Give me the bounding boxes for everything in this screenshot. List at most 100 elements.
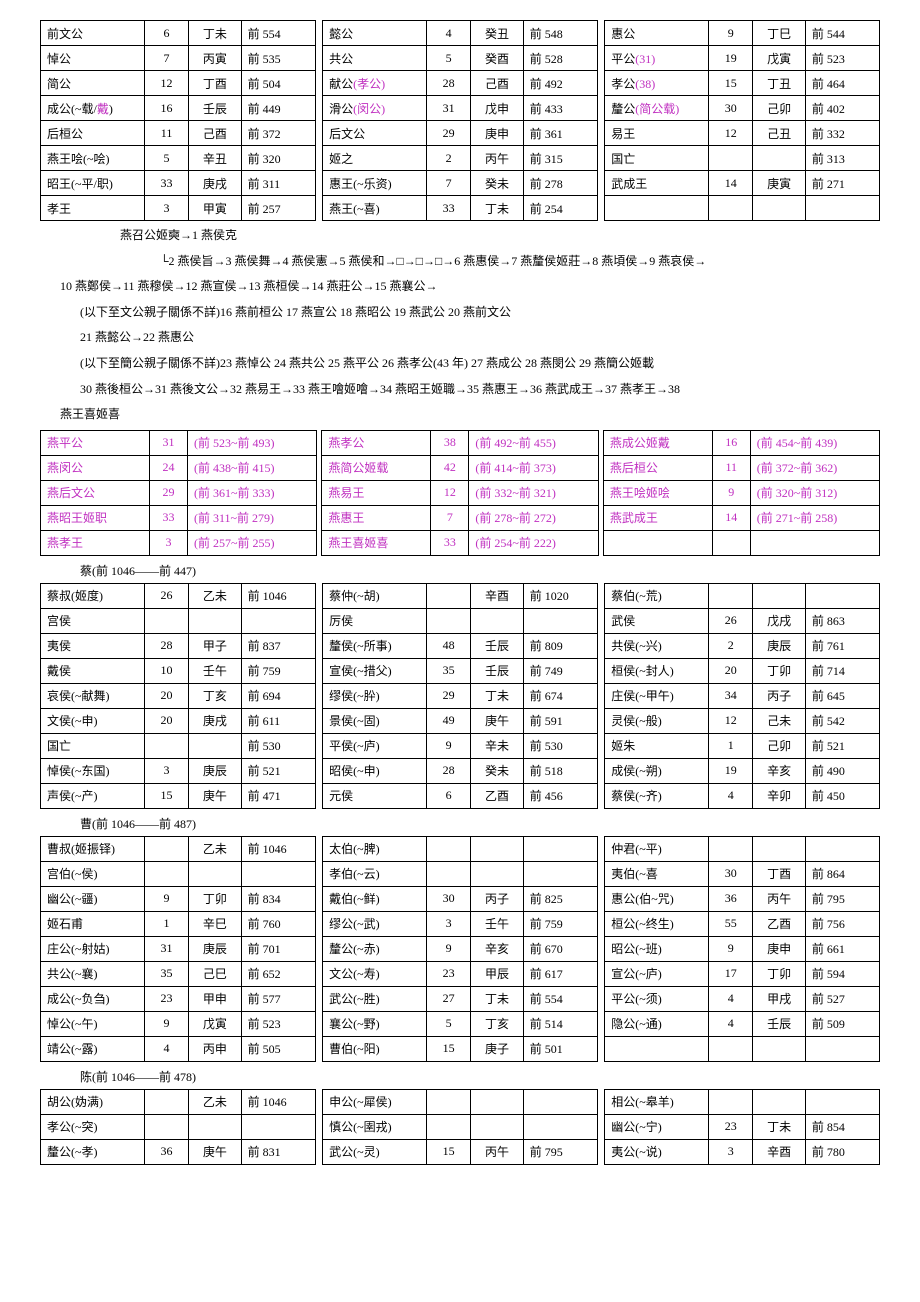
cell: 4 <box>427 21 471 46</box>
cell: 前 795 <box>523 1139 597 1164</box>
cell: 前 1046 <box>241 583 315 608</box>
lineage-p2: └2 燕侯旨→3 燕侯舞→4 燕侯憲→5 燕侯和→□→□→□→6 燕惠侯→7 燕… <box>160 251 880 273</box>
cell: 4 <box>145 1036 189 1061</box>
cell: 前 645 <box>805 683 879 708</box>
cell: 丁巳 <box>753 21 806 46</box>
cell: 23 <box>427 961 471 986</box>
cell: 前 501 <box>523 1036 597 1061</box>
cell: 孝伯(~云) <box>323 861 427 886</box>
cell: 己酉 <box>189 121 242 146</box>
cell <box>709 196 753 221</box>
cell: 景侯(~固) <box>323 708 427 733</box>
cell: 29 <box>427 683 471 708</box>
cell: 前 825 <box>523 886 597 911</box>
cell: 成公(~载/戴) <box>41 96 145 121</box>
cell: 太伯(~脾) <box>323 836 427 861</box>
cell: 壬午 <box>471 911 524 936</box>
cell: 燕昭王姬职 <box>41 505 150 530</box>
cell: 10 <box>145 658 189 683</box>
cell: 庚午 <box>471 708 524 733</box>
cell <box>471 861 524 886</box>
cell: 曹伯(~阳) <box>323 1036 427 1061</box>
cell: 惠公(伯~咒) <box>605 886 709 911</box>
lineage-p4: (以下至文公親子關係不詳)16 燕前桓公 17 燕宣公 18 燕昭公 19 燕武… <box>80 302 880 324</box>
cell: 姬石甫 <box>41 911 145 936</box>
cell: 前 492 <box>523 71 597 96</box>
cell: 12 <box>145 71 189 96</box>
cell: 辛酉 <box>753 1139 806 1164</box>
cell: 悼公(~午) <box>41 1011 145 1036</box>
cell: 9 <box>427 733 471 758</box>
cell <box>753 836 806 861</box>
cell: 5 <box>145 146 189 171</box>
cell: 20 <box>145 683 189 708</box>
cell: 惠王(~乐资) <box>323 171 427 196</box>
cell: 7 <box>145 46 189 71</box>
cell: 辛卯 <box>753 783 806 808</box>
cell: 惠公 <box>605 21 709 46</box>
cell: (前 492~前 455) <box>469 430 598 455</box>
cell <box>145 1089 189 1114</box>
cell: 庚戌 <box>189 171 242 196</box>
cell: 3 <box>427 911 471 936</box>
cell <box>427 1114 471 1139</box>
cell <box>145 608 189 633</box>
cell: 燕王哙姬哙 <box>603 480 712 505</box>
cell: 共公 <box>323 46 427 71</box>
cell: 昭侯(~申) <box>323 758 427 783</box>
cell <box>427 861 471 886</box>
cell: 懿公 <box>323 21 427 46</box>
lineage-p7: 30 燕後桓公→31 燕後文公→32 燕易王→33 燕王噲姬噲→34 燕昭王姬職… <box>80 379 880 401</box>
cell <box>471 608 524 633</box>
cell <box>471 1089 524 1114</box>
cell: 29 <box>150 480 188 505</box>
cell: 丁卯 <box>753 961 806 986</box>
cell: 6 <box>145 21 189 46</box>
cell: 前 714 <box>805 658 879 683</box>
cell: 胡公(妫满) <box>41 1089 145 1114</box>
cell: 11 <box>712 455 750 480</box>
cell: 戊申 <box>471 96 524 121</box>
cell: 前 809 <box>523 633 597 658</box>
cell: 55 <box>709 911 753 936</box>
cell <box>750 530 879 555</box>
cell: 30 <box>427 886 471 911</box>
cell: 庚寅 <box>753 171 806 196</box>
cell: 前 521 <box>805 733 879 758</box>
cell: 28 <box>145 633 189 658</box>
cell: 庚辰 <box>753 633 806 658</box>
lineage-p3: 10 燕鄭侯→11 燕穆侯→12 燕宣侯→13 燕桓侯→14 燕莊公→15 燕襄… <box>60 276 880 298</box>
cell: 前 504 <box>241 71 315 96</box>
cell: 夷公(~说) <box>605 1139 709 1164</box>
cell <box>427 1089 471 1114</box>
cell <box>189 1114 242 1139</box>
cell: 丙午 <box>471 1139 524 1164</box>
cell: 35 <box>145 961 189 986</box>
cell: 辛亥 <box>753 758 806 783</box>
cell: 己未 <box>753 708 806 733</box>
cai-rulers-table: 蔡叔(姬度)26乙未前 1046蔡仲(~胡)辛酉前 1020蔡伯(~荒)宫侯厉侯… <box>40 583 880 809</box>
cell: (前 523~前 493) <box>187 430 316 455</box>
cell: 6 <box>427 783 471 808</box>
cell: 癸未 <box>471 171 524 196</box>
cell <box>241 861 315 886</box>
cell: 23 <box>709 1114 753 1139</box>
cell: 前 542 <box>805 708 879 733</box>
cell: 庚辰 <box>189 758 242 783</box>
cell: 后桓公 <box>41 121 145 146</box>
cell: 成侯(~朔) <box>605 758 709 783</box>
cell: 丁未 <box>471 196 524 221</box>
cell: 前 674 <box>523 683 597 708</box>
cell: 己丑 <box>753 121 806 146</box>
cell: 31 <box>150 430 188 455</box>
cell <box>605 1036 709 1061</box>
cell: 3 <box>709 1139 753 1164</box>
cell: 辛丑 <box>189 146 242 171</box>
cell: 癸丑 <box>471 21 524 46</box>
cell: 33 <box>145 171 189 196</box>
cell: 平公(~须) <box>605 986 709 1011</box>
cell: 前 544 <box>805 21 879 46</box>
cell: 易王 <box>605 121 709 146</box>
cell: 前 617 <box>523 961 597 986</box>
cell: 15 <box>145 783 189 808</box>
